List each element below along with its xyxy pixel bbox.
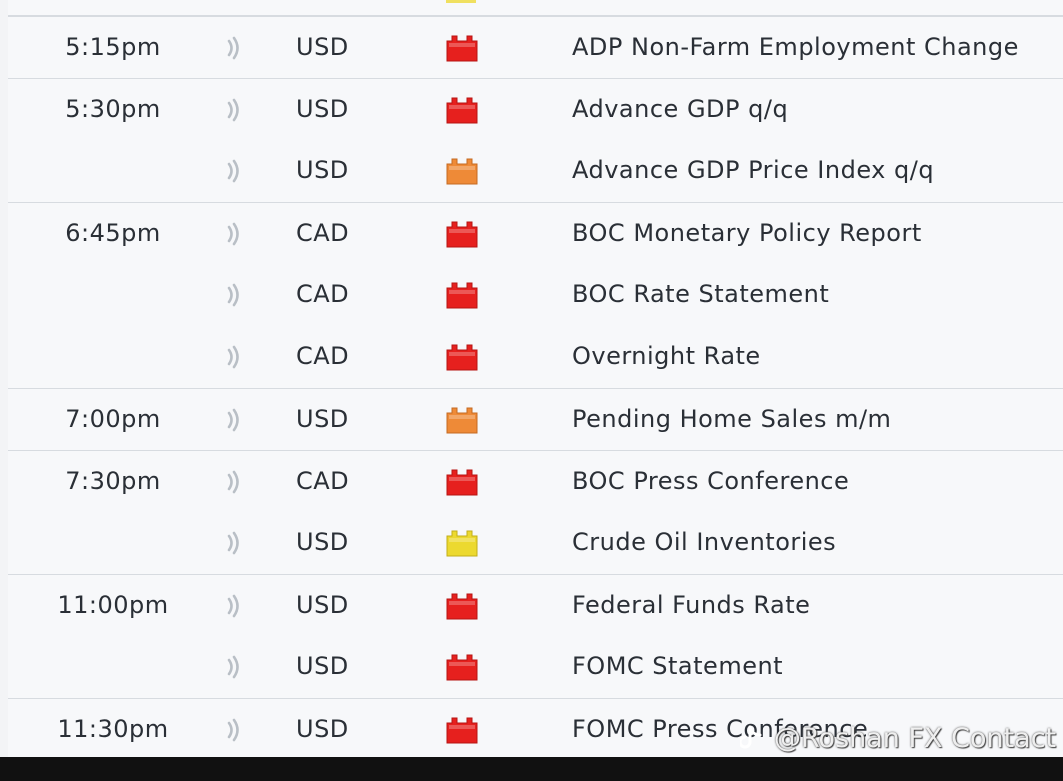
event-time xyxy=(8,636,218,698)
sound-alert-icon[interactable] xyxy=(220,222,244,246)
event-row[interactable]: CAD Overnight Rate xyxy=(8,326,1063,388)
sound-alert-icon[interactable] xyxy=(220,283,244,307)
event-currency: CAD xyxy=(296,280,350,308)
event-currency: USD xyxy=(296,652,349,680)
event-title[interactable]: Pending Home Sales m/m xyxy=(572,405,892,433)
event-currency: USD xyxy=(296,156,349,184)
event-currency: USD xyxy=(296,715,349,743)
economic-calendar: 5:15pm USD ADP Non-Farm Employment Change 5… xyxy=(8,0,1063,757)
event-row[interactable]: 11:30pm USD FOMC Press Conference xyxy=(8,698,1063,760)
event-row[interactable]: 11:00pm USD Federal Funds Rate xyxy=(8,574,1063,636)
bottom-bar xyxy=(0,757,1063,781)
impact-high-icon[interactable] xyxy=(446,219,478,249)
social-logo-icon xyxy=(740,725,762,749)
event-row[interactable]: 5:15pm USD ADP Non-Farm Employment Change xyxy=(8,16,1063,78)
event-row[interactable]: 6:45pm CAD BOC Monetary Policy Report xyxy=(8,202,1063,264)
event-currency: CAD xyxy=(296,219,350,247)
event-time: 11:30pm xyxy=(57,715,169,743)
event-row[interactable]: USD Advance GDP Price Index q/q xyxy=(8,140,1063,202)
impact-low-icon[interactable] xyxy=(446,528,478,558)
event-title[interactable]: ADP Non-Farm Employment Change xyxy=(572,33,1019,61)
event-title[interactable]: BOC Monetary Policy Report xyxy=(572,219,922,247)
sound-alert-icon[interactable] xyxy=(220,594,244,618)
event-row[interactable]: 7:30pm CAD BOC Press Conference xyxy=(8,450,1063,512)
event-time: 11:00pm xyxy=(57,591,169,619)
event-currency: CAD xyxy=(296,342,350,370)
sound-alert-icon[interactable] xyxy=(220,718,244,742)
impact-high-icon[interactable] xyxy=(446,280,478,310)
sound-alert-icon[interactable] xyxy=(220,159,244,183)
sound-alert-icon[interactable] xyxy=(220,36,244,60)
event-title[interactable]: FOMC Press Conference xyxy=(572,715,869,743)
event-title[interactable]: Federal Funds Rate xyxy=(572,591,811,619)
event-title[interactable]: Crude Oil Inventories xyxy=(572,528,837,556)
event-row[interactable]: 7:00pm USD Pending Home Sales m/m xyxy=(8,388,1063,450)
sound-alert-icon[interactable] xyxy=(220,408,244,432)
event-row[interactable]: USD FOMC Statement xyxy=(8,636,1063,698)
impact-medium-icon[interactable] xyxy=(446,405,478,435)
impact-high-icon[interactable] xyxy=(446,715,478,745)
event-currency: CAD xyxy=(296,467,350,495)
watermark-text: @Roshan FX Contact xyxy=(774,722,1057,754)
previous-row-edge xyxy=(8,0,1063,16)
event-time xyxy=(8,512,218,574)
event-title[interactable]: Overnight Rate xyxy=(572,342,761,370)
sound-alert-icon[interactable] xyxy=(220,345,244,369)
event-time xyxy=(8,264,218,326)
impact-high-icon[interactable] xyxy=(446,652,478,682)
event-row[interactable]: USD Crude Oil Inventories xyxy=(8,512,1063,574)
event-row[interactable]: CAD BOC Rate Statement xyxy=(8,264,1063,326)
event-currency: USD xyxy=(296,591,349,619)
event-title[interactable]: Advance GDP Price Index q/q xyxy=(572,156,935,184)
impact-icon-partial xyxy=(446,0,476,3)
event-currency: USD xyxy=(296,95,349,123)
event-time: 6:45pm xyxy=(65,219,161,247)
impact-high-icon[interactable] xyxy=(446,467,478,497)
event-time: 5:30pm xyxy=(65,95,161,123)
impact-high-icon[interactable] xyxy=(446,95,478,125)
event-title[interactable]: Advance GDP q/q xyxy=(572,95,789,123)
watermark: @Roshan FX Contact xyxy=(740,718,1056,758)
impact-high-icon[interactable] xyxy=(446,342,478,372)
event-currency: USD xyxy=(296,528,349,556)
event-time xyxy=(8,140,218,202)
event-title[interactable]: BOC Rate Statement xyxy=(572,280,830,308)
event-time: 7:30pm xyxy=(65,467,161,495)
event-currency: USD xyxy=(296,405,349,433)
impact-high-icon[interactable] xyxy=(446,33,478,63)
event-time xyxy=(8,326,218,388)
event-row[interactable]: 5:30pm USD Advance GDP q/q xyxy=(8,78,1063,140)
sound-alert-icon[interactable] xyxy=(220,98,244,122)
impact-high-icon[interactable] xyxy=(446,591,478,621)
sound-alert-icon[interactable] xyxy=(220,655,244,679)
event-title[interactable]: BOC Press Conference xyxy=(572,467,850,495)
event-currency: USD xyxy=(296,33,349,61)
sound-alert-icon[interactable] xyxy=(220,531,244,555)
sound-alert-icon[interactable] xyxy=(220,470,244,494)
event-time: 7:00pm xyxy=(65,405,161,433)
event-time: 5:15pm xyxy=(65,33,161,61)
impact-medium-icon[interactable] xyxy=(446,156,478,186)
event-title[interactable]: FOMC Statement xyxy=(572,652,784,680)
